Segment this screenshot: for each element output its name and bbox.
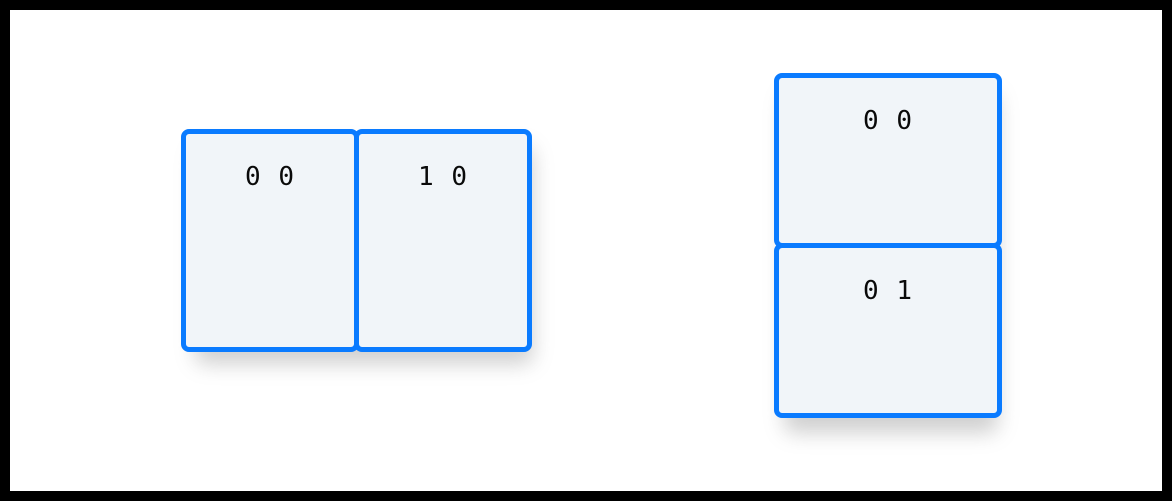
grid-cell: 0 1 — [774, 243, 1002, 418]
col-group-cells: 0 00 1 — [774, 73, 1002, 418]
grid-cell: 0 0 — [181, 129, 359, 352]
row-group: 0 0 1 0 — [181, 129, 532, 352]
grid-cell: 1 0 — [354, 129, 532, 352]
cell-label: 1 0 — [418, 162, 468, 347]
cell-label: 0 0 — [245, 162, 295, 347]
cell-label: 0 1 — [863, 276, 913, 413]
col-group: 0 00 1 — [774, 73, 1002, 418]
row-group-cells: 0 0 1 0 — [181, 129, 532, 352]
grid-cell: 0 0 — [774, 73, 1002, 248]
diagram-frame: 0 01 00 00 1 — [0, 0, 1172, 501]
cell-label: 0 0 — [863, 106, 913, 243]
